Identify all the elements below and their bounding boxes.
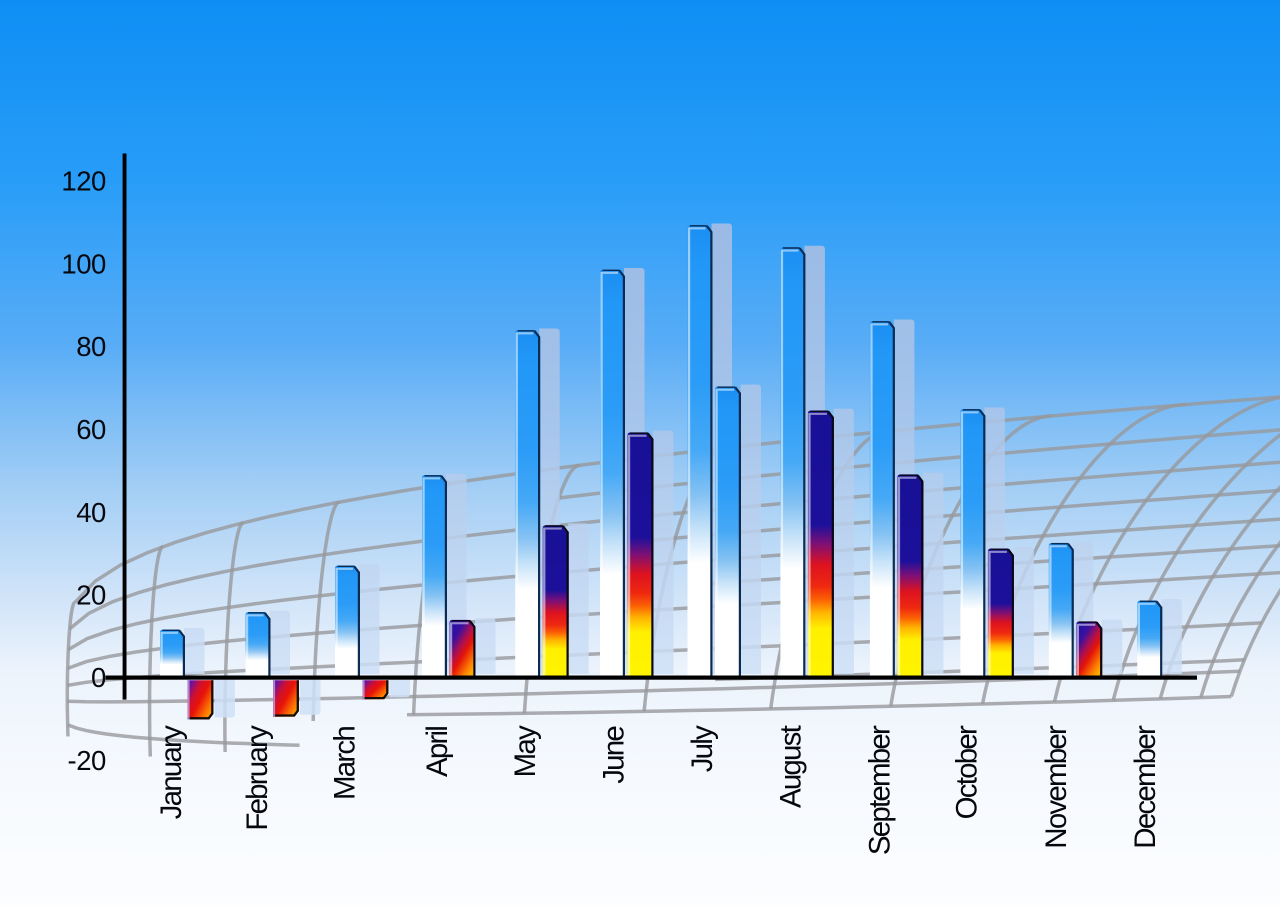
svg-text:April: April bbox=[421, 727, 454, 777]
svg-text:40: 40 bbox=[76, 497, 106, 528]
svg-text:60: 60 bbox=[76, 414, 106, 445]
svg-text:November: November bbox=[1040, 725, 1073, 849]
svg-text:August: August bbox=[775, 725, 808, 808]
svg-text:100: 100 bbox=[61, 248, 106, 279]
svg-text:October: October bbox=[951, 725, 984, 819]
svg-text:May: May bbox=[509, 725, 542, 777]
svg-text:July: July bbox=[686, 725, 719, 772]
svg-text:0: 0 bbox=[91, 662, 106, 693]
svg-text:January: January bbox=[155, 725, 188, 819]
svg-text:80: 80 bbox=[76, 331, 106, 362]
svg-text:March: March bbox=[329, 727, 362, 800]
svg-text:December: December bbox=[1129, 725, 1162, 849]
svg-text:June: June bbox=[598, 726, 631, 784]
svg-text:September: September bbox=[864, 725, 897, 855]
svg-text:20: 20 bbox=[76, 579, 106, 610]
svg-text:-20: -20 bbox=[68, 745, 106, 776]
svg-text:February: February bbox=[241, 725, 274, 831]
svg-text:120: 120 bbox=[61, 166, 106, 197]
